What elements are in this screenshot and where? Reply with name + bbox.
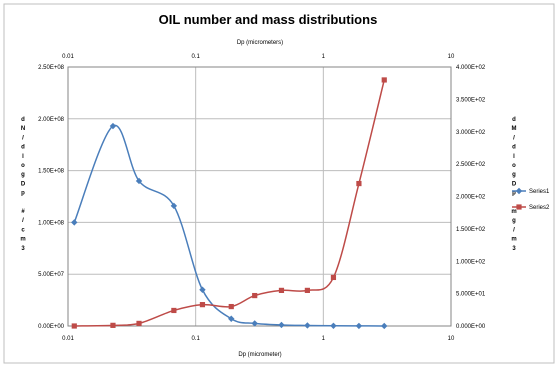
axis-ticks: 0.00E+00 5.00E+07 1.00E+08 1.50E+08 2.00E+08… — [38, 54, 486, 342]
y-right-tick-label: 1.500E+02 — [456, 227, 486, 233]
y-right-tick-label: 1.000E+02 — [456, 259, 486, 265]
series-1-point — [170, 202, 178, 210]
series-1-point — [304, 322, 311, 329]
series-1-point — [251, 320, 258, 327]
y-right-tick-label: 5.000E+01 — [456, 292, 486, 298]
y-left-axis-title-char: c — [21, 227, 25, 233]
y-left-axis-title-char: N — [21, 126, 25, 132]
y-right-axis-title-char: / — [513, 227, 515, 233]
top-axis-label: Dp (micrometers) — [237, 40, 283, 46]
y-right-axis-title-char: D — [512, 181, 517, 187]
series-2-point — [330, 274, 337, 281]
y-left-axis-title-char: g — [21, 172, 25, 178]
series-2-point — [356, 180, 362, 187]
chart-frame — [3, 3, 555, 364]
y-right-axis-title-char: M — [512, 126, 517, 132]
series-2-point — [110, 322, 116, 328]
y-left-tick-label: 2.50E+08 — [38, 65, 65, 71]
series-1-point — [381, 322, 388, 330]
y-right-axis-title-char: l — [513, 154, 515, 160]
y-left-tick-label: 0.00E+00 — [38, 324, 65, 330]
y-right-axis-title-char: m — [511, 237, 516, 243]
y-right-tick-label: 3.000E+02 — [456, 130, 486, 136]
y-left-axis-title-char: / — [22, 135, 24, 141]
x-top-tick-label: 10 — [448, 54, 455, 60]
y-right-tick-label: 3.500E+02 — [456, 97, 486, 103]
series-2-point — [304, 287, 310, 293]
y-right-axis-title-char: o — [512, 163, 516, 169]
y-left-axis-title-char: d — [21, 117, 25, 123]
series-1-legend-marker — [515, 187, 523, 195]
y-right-axis-title-char: g — [512, 172, 516, 178]
y-right-axis-title-char: m — [511, 209, 516, 215]
y-left-axis-title-char: m — [20, 237, 25, 243]
series-1-point — [199, 286, 206, 293]
y-left-tick-label: 1.50E+08 — [38, 169, 65, 175]
series-1-point — [71, 219, 78, 226]
y-left-axis-title-char: 3 — [21, 246, 25, 252]
y-left-tick-label: 1.00E+08 — [38, 220, 65, 226]
y-left-axis-title-char: l — [22, 154, 24, 160]
y-right-axis-title-char: / — [513, 135, 515, 141]
y-left-axis-title-char: o — [21, 163, 25, 169]
series-1-point — [135, 177, 143, 185]
y-right-tick-label: 0.000E+00 — [456, 324, 486, 330]
y-right-axis-title-char: 3 — [512, 246, 516, 252]
grid-lines — [68, 67, 451, 326]
y-left-axis-title-char: # — [21, 209, 25, 215]
y-right-tick-label: 4.000E+02 — [456, 65, 486, 71]
y-right-axis-title-char: g — [512, 218, 516, 224]
series-layer — [71, 77, 388, 330]
y-right-tick-label: 2.500E+02 — [456, 162, 486, 168]
x-bottom-tick-label: 10 — [448, 336, 455, 342]
series-1-point — [278, 321, 285, 329]
y-right-axis-title-char: d — [512, 117, 516, 123]
series-2-point — [171, 307, 177, 314]
series-2-point — [228, 303, 234, 310]
series-1-legend-label: Series1 — [529, 189, 550, 195]
y-left-axis-title-char: p — [21, 191, 25, 197]
y-left-tick-label: 2.00E+08 — [38, 117, 65, 123]
series-2-point — [136, 320, 142, 327]
series-2-point — [199, 302, 206, 308]
y-left-axis-title-char: d — [21, 145, 25, 151]
legend: Series1 Series2 — [512, 187, 550, 211]
y-left-axis-title-char: D — [21, 181, 26, 187]
x-top-tick-label: 0.1 — [191, 54, 200, 60]
series-2-point — [381, 77, 387, 83]
y-right-axis-title-char: d — [512, 145, 516, 151]
x-top-tick-label: 0.01 — [62, 54, 74, 60]
x-top-tick-label: 1 — [322, 54, 326, 60]
x-bottom-tick-label: 0.01 — [62, 336, 74, 342]
series-2-point — [71, 323, 77, 329]
series-2-legend-label: Series2 — [529, 205, 550, 211]
y-right-axis-title-char: p — [512, 191, 516, 197]
series-2-point — [278, 287, 285, 293]
y-left-tick-label: 5.00E+07 — [38, 272, 65, 278]
series-2-legend-marker — [516, 204, 522, 210]
plot-area-border — [67, 66, 452, 327]
series-1-point — [109, 122, 117, 130]
x-bottom-tick-label: 1 — [322, 336, 326, 342]
series-1-point — [330, 322, 337, 329]
y-right-tick-label: 2.000E+02 — [456, 195, 486, 201]
series-1-point — [355, 322, 363, 330]
x-bottom-tick-label: 0.1 — [191, 336, 200, 342]
y-left-axis-title-char: / — [22, 218, 24, 224]
series-2-point — [252, 292, 258, 299]
series-1-point — [228, 315, 235, 322]
bottom-axis-label: Dp (micrometer) — [238, 352, 281, 358]
chart-title: OIL number and mass distributions — [159, 12, 378, 27]
